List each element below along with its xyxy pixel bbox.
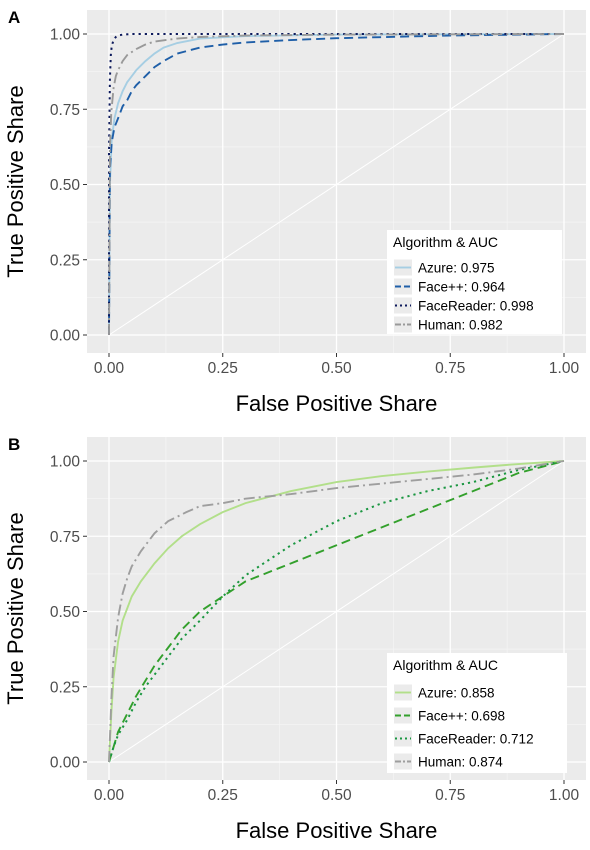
legend-label: Human: 0.874 (418, 755, 503, 770)
legend-title: Algorithm & AUC (393, 657, 498, 673)
y-tick-label: 0.75 (50, 529, 80, 546)
legend-title: Algorithm & AUC (393, 234, 498, 250)
x-tick-label: 1.00 (549, 787, 580, 804)
legend-label: Face++: 0.698 (418, 709, 505, 724)
y-axis-title: True Positive Share (3, 85, 28, 277)
legend: Algorithm & AUC Azure: 0.975 Face++: 0.964… (387, 230, 562, 334)
x-tick-label: 0.00 (94, 360, 125, 377)
legend-key-bg (394, 297, 412, 314)
series-line-4 (108, 33, 565, 336)
series-line-2 (108, 460, 565, 763)
y-tick-label: 0.00 (50, 755, 81, 772)
panel-B: B 0.00 0.25 0.50 0.75 1.00 0.00 0.25 0.50 0.75 1.0… (3, 435, 586, 843)
x-axis-title: False Positive Share (236, 391, 438, 416)
panel-A: A 0.00 0.25 0.50 0.75 1.00 0.00 0.25 0.50 0.75 1.0… (3, 8, 586, 416)
legend-key-bg (394, 278, 412, 295)
x-tick-label: 0.25 (208, 787, 238, 804)
diagonal-reference-line (108, 33, 565, 336)
x-tick-label: 0.25 (208, 360, 238, 377)
y-tick-label: 0.50 (50, 177, 81, 194)
panel-label: A (8, 8, 20, 27)
y-tick-label: 0.75 (50, 102, 80, 119)
legend: Algorithm & AUC Azure: 0.858 Face++: 0.698… (387, 653, 567, 773)
legend-label: Face++: 0.964 (418, 280, 506, 295)
y-tick-label: 1.00 (50, 27, 81, 44)
x-tick-label: 0.00 (94, 787, 125, 804)
x-tick-label: 0.75 (435, 787, 465, 804)
y-tick-label: 0.00 (50, 328, 81, 345)
legend-box (387, 230, 562, 334)
legend-label: Human: 0.982 (418, 318, 503, 333)
legend-label: Azure: 0.975 (418, 261, 495, 276)
series-line-4 (108, 460, 565, 763)
y-tick-label: 0.25 (50, 679, 80, 696)
series-line-3 (108, 33, 564, 335)
y-tick-label: 1.00 (50, 454, 81, 471)
legend-label: Azure: 0.858 (418, 686, 495, 701)
y-tick-label: 0.25 (50, 252, 80, 269)
panel-label: B (8, 435, 20, 454)
diagonal-reference-line (108, 460, 565, 763)
y-axis-title: True Positive Share (3, 512, 28, 704)
x-tick-label: 1.00 (549, 360, 580, 377)
legend-key-bg (394, 707, 412, 724)
series-line-1 (108, 460, 565, 763)
y-tick-label: 0.50 (50, 604, 81, 621)
x-axis-title: False Positive Share (236, 818, 438, 843)
x-tick-label: 0.75 (435, 360, 465, 377)
legend-label: FaceReader: 0.712 (418, 732, 534, 747)
x-tick-label: 0.50 (321, 360, 352, 377)
x-tick-label: 0.50 (321, 787, 352, 804)
legend-key-bg (394, 730, 412, 747)
legend-box (387, 653, 567, 773)
legend-label: FaceReader: 0.998 (418, 299, 534, 314)
series-line-1 (108, 33, 565, 336)
series-line-3 (108, 460, 565, 763)
